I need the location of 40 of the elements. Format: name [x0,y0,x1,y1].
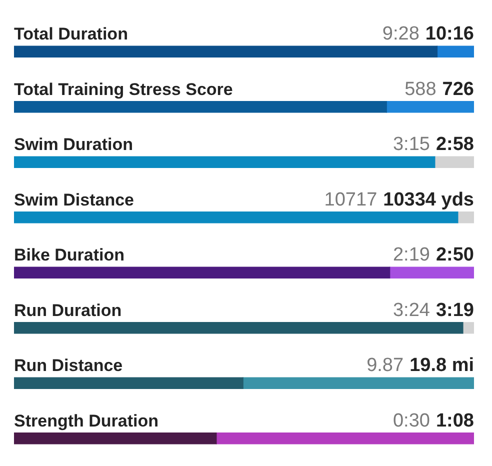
annotation: 3:19 [436,300,474,321]
y-tick-label: Swim Duration [14,135,134,154]
annotation: 2:19 [392,244,430,266]
annotation: 3:15 [392,134,430,156]
bar [14,212,458,224]
annotation: 2:58 [436,134,474,156]
annotation: 10717 [324,189,378,210]
annotation: 588 [404,78,436,100]
y-tick-label: Run Duration [14,300,122,320]
bar [14,432,217,444]
bar [14,156,436,168]
y-tick-label: Run Distance [14,356,123,376]
bar [14,46,438,58]
bar [242,377,474,389]
y-tick-label: Bike Duration [14,246,125,265]
bar [386,101,474,113]
y-tick-label: Swim Distance [14,190,134,210]
annotation: 10:16 [425,24,474,45]
bar [216,432,474,444]
y-tick-label: Total Duration [14,24,128,44]
annotation: 726 [442,78,474,100]
annotation: 9:28 [382,24,420,45]
bar [389,266,474,278]
annotation: 0:30 [392,410,430,432]
bar [462,322,474,334]
bar [458,212,474,224]
bar [14,322,464,334]
bar [14,266,390,278]
y-tick-label: Total Training Stress Score [14,80,233,99]
bar [434,156,474,168]
annotation: 2:50 [436,244,474,266]
y-tick-label: Strength Duration [14,411,158,430]
annotation: 1:08 [436,410,474,432]
annotation: 3:24 [392,300,430,321]
annotation: 19.8 mi [410,355,474,376]
annotation: 10334 yds [383,189,474,210]
bar [14,101,387,113]
annotation: 9.87 [366,355,404,376]
bar [14,377,244,389]
bar [436,46,474,58]
